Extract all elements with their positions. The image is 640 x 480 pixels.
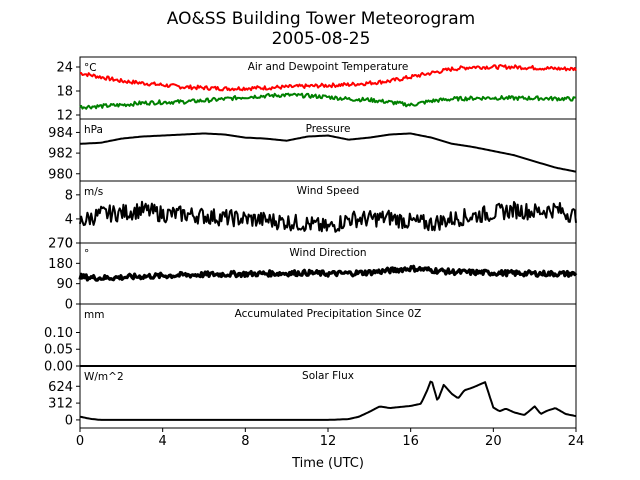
precipitation-panel: 0.00 0.05 0.10 mm Accumulated Precipitation … [44, 303, 577, 375]
temperature-dewpoint-series [79, 92, 577, 110]
solar-flux-panel-title: Solar Flux [302, 370, 354, 382]
wind-speed-line-series [79, 200, 577, 233]
figure-title-line1: AO&SS Building Tower Meteorogram [167, 9, 475, 29]
pressure-panel: 980 982 984 hPa Pressure [48, 118, 577, 182]
wind-direction-panel-title: Wind Direction [289, 247, 366, 259]
wind-speed-ytick-label: 8 [65, 188, 73, 203]
precipitation-ytick-label: 0.10 [44, 326, 73, 341]
x-tick-label: 16 [402, 434, 419, 449]
x-tick-label: 12 [320, 434, 337, 449]
precipitation-ytick-label: 0.05 [44, 343, 73, 358]
x-tick-label: 8 [241, 434, 249, 449]
temperature-ytick-label: 18 [56, 85, 73, 100]
wind-direction-line-series [78, 264, 578, 282]
x-axis-label: Time (UTC) [291, 456, 364, 471]
temperature-temperature-series [80, 64, 577, 92]
wind-direction-ytick-label: 90 [56, 277, 73, 292]
pressure-ytick-label: 982 [48, 147, 73, 162]
precipitation-unit-label: mm [84, 309, 104, 321]
pressure-ytick-label: 984 [48, 126, 73, 141]
solar-flux-unit-label: W/m^2 [84, 371, 124, 383]
temperature-ytick-label: 24 [56, 61, 73, 76]
temperature-panel: 12 18 24 °C Air and Dewpoint Temperature [56, 56, 577, 124]
figure-title-line2: 2005-08-25 [272, 29, 371, 49]
wind-speed-ytick-label: 0 [65, 237, 73, 252]
temperature-unit-label: °C [84, 62, 97, 74]
solar-flux-ytick-label: 624 [48, 380, 73, 395]
wind-speed-panel-title: Wind Speed [297, 185, 360, 197]
wind-direction-panel: 0 90 180 270 ° Wind Direction [48, 237, 578, 313]
solar-flux-line-series [79, 380, 577, 421]
temperature-panel-title: Air and Dewpoint Temperature [248, 61, 409, 73]
x-tick-label: 20 [485, 434, 502, 449]
solar-flux-ytick-label: 312 [48, 397, 73, 412]
x-tick-label: 24 [568, 434, 585, 449]
wind-direction-ytick-label: 270 [48, 237, 73, 252]
x-tick-label: 0 [76, 434, 84, 449]
wind-direction-ytick-label: 180 [48, 257, 73, 272]
wind-speed-unit-label: m/s [84, 186, 103, 198]
precipitation-ytick-label: 0.00 [44, 360, 73, 375]
precipitation-panel-title: Accumulated Precipitation Since 0Z [235, 308, 422, 320]
solar-flux-ytick-label: 0 [65, 413, 73, 428]
pressure-line-series [79, 132, 577, 173]
temperature-ytick-label: 12 [56, 109, 73, 124]
pressure-unit-label: hPa [84, 124, 103, 136]
wind-speed-panel: 0 4 8 m/s Wind Speed [65, 180, 577, 252]
wind-speed-ytick-label: 4 [65, 212, 73, 227]
x-tick-label: 4 [159, 434, 167, 449]
wind-direction-ytick-label: 0 [65, 298, 73, 313]
pressure-ytick-label: 980 [48, 167, 73, 182]
wind-direction-unit-label: ° [84, 248, 89, 260]
pressure-panel-title: Pressure [306, 123, 351, 135]
x-axis: 0 4 8 12 16 20 24 [76, 428, 584, 449]
